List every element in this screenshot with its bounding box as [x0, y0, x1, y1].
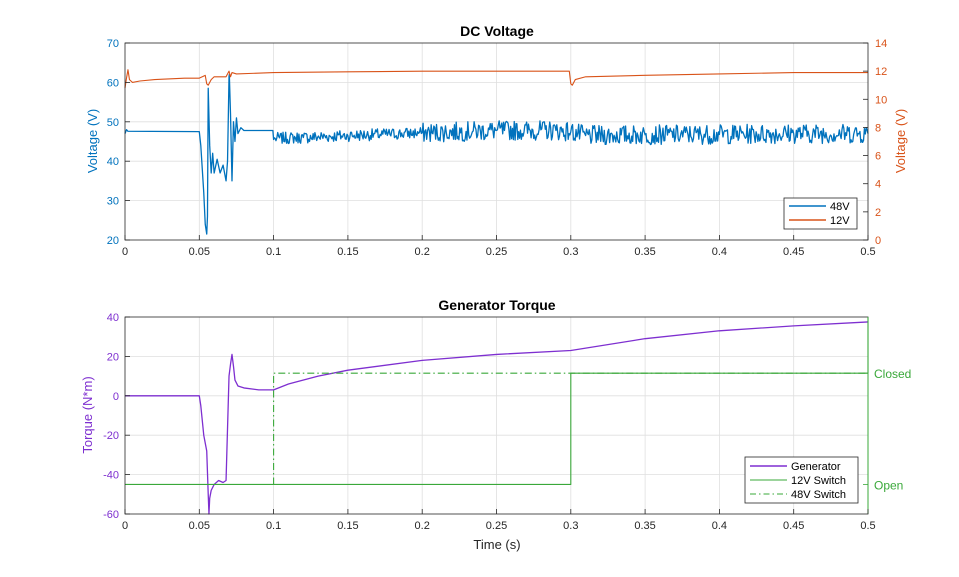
legend-label-48v-switch: 48V Switch [791, 489, 846, 501]
generator-torque-series-generator [125, 321, 869, 515]
dc-voltage-x-tick-label: 0.2 [415, 246, 430, 258]
dc-voltage-x-tick-label: 0.1 [266, 246, 281, 258]
generator-torque-series-48v-switch [273, 372, 868, 485]
dc-voltage-right-y-tick-label: 2 [875, 207, 881, 219]
dc-voltage-chart: 0 0.05 0.1 0.15 0.2 0.25 0.3 0.35 0.4 0.45 0.5 203… [85, 23, 908, 258]
generator-torque-right-y-tick-label: Closed [874, 367, 911, 381]
dc-voltage-left-y-tick-label: 30 [107, 196, 119, 208]
dc-voltage-x-tick-label: 0.05 [189, 246, 210, 258]
generator-torque-xlabel: Time (s) [473, 537, 520, 552]
dc-voltage-right-y-tick-label: 4 [875, 179, 881, 191]
dc-voltage-right-y-tick-label: 6 [875, 151, 881, 163]
generator-torque-title: Generator Torque [438, 297, 555, 313]
dc-voltage-right-y-tick-label: 10 [875, 94, 887, 106]
dc-voltage-left-y-tick-label: 20 [107, 235, 119, 247]
dc-voltage-x-tick-label: 0 [122, 246, 128, 258]
generator-torque-x-tick-label: 0.4 [712, 520, 727, 532]
legend-label-generator: Generator [791, 461, 841, 473]
legend-label-12v-switch: 12V Switch [791, 475, 846, 487]
dc-voltage-x-tick-label: 0.4 [712, 246, 727, 258]
dc-voltage-left-y-tick-label: 40 [107, 156, 119, 168]
dc-voltage-left-y-tick-label: 60 [107, 77, 119, 89]
dc-voltage-x-ticks: 0 0.05 0.1 0.15 0.2 0.25 0.3 0.35 0.4 0.45 0.5 [122, 235, 876, 258]
dc-voltage-legend: 48V 12V [783, 197, 858, 230]
generator-torque-x-tick-label: 0 [122, 520, 128, 532]
generator-torque-right-y-tick-label: Open [874, 478, 903, 492]
generator-torque-left-y-tick-label: -40 [103, 470, 119, 482]
dc-voltage-x-tick-label: 0.5 [860, 246, 875, 258]
generator-torque-left-y-tick-label: 0 [113, 391, 119, 403]
generator-torque-chart: 0 0.05 0.1 0.15 0.2 0.25 0.3 0.35 0.4 0.45 0.5 -60… [80, 297, 911, 552]
generator-torque-x-tick-label: 0.15 [337, 520, 358, 532]
dc-voltage-right-y-tick-label: 12 [875, 66, 887, 78]
generator-torque-x-tick-label: 0.1 [266, 520, 281, 532]
dc-voltage-x-tick-label: 0.3 [563, 246, 578, 258]
dc-voltage-right-y-tick-label: 14 [875, 38, 887, 50]
generator-torque-x-tick-label: 0.45 [783, 520, 804, 532]
generator-torque-x-tick-label: 0.5 [860, 520, 875, 532]
dc-voltage-right-y-ticks: 0 2 4 6 8 10 12 14 [863, 38, 887, 247]
dc-voltage-x-tick-label: 0.15 [337, 246, 358, 258]
legend-label-48v: 48V [830, 201, 850, 213]
generator-torque-x-tick-label: 0.05 [189, 520, 210, 532]
dc-voltage-left-y-ticks: 20 30 40 50 60 70 [107, 38, 130, 247]
generator-torque-left-y-tick-label: -20 [103, 430, 119, 442]
generator-torque-left-y-ticks: -60 -40 -20 0 20 40 [103, 312, 130, 521]
dc-voltage-left-y-tick-label: 50 [107, 117, 119, 129]
generator-torque-x-tick-label: 0.3 [563, 520, 578, 532]
dc-voltage-left-ylabel: Voltage (V) [85, 109, 100, 173]
generator-torque-x-tick-label: 0.25 [486, 520, 507, 532]
dc-voltage-left-y-tick-label: 70 [107, 38, 119, 50]
dc-voltage-legend-box [783, 197, 858, 230]
dc-voltage-x-tick-label: 0.45 [783, 246, 804, 258]
generator-torque-legend: Generator 12V Switch 48V Switch [744, 456, 859, 504]
generator-torque-right-y-ticks: Open Closed [863, 367, 911, 492]
generator-torque-x-tick-label: 0.35 [634, 520, 655, 532]
dc-voltage-right-ylabel: Voltage (V) [893, 109, 908, 173]
dc-voltage-series-12v [124, 69, 868, 89]
dc-voltage-title: DC Voltage [460, 23, 534, 39]
generator-torque-left-y-tick-label: 20 [107, 351, 119, 363]
dc-voltage-series [124, 69, 869, 235]
dc-voltage-series-48v [124, 73, 869, 235]
dc-voltage-grid [125, 43, 868, 240]
dc-voltage-right-y-tick-label: 0 [875, 235, 881, 247]
dc-voltage-x-tick-label: 0.25 [486, 246, 507, 258]
generator-torque-left-y-tick-label: 40 [107, 312, 119, 324]
generator-torque-x-ticks: 0 0.05 0.1 0.15 0.2 0.25 0.3 0.35 0.4 0.45 0.5 [122, 509, 876, 532]
generator-torque-x-tick-label: 0.2 [415, 520, 430, 532]
dc-voltage-right-y-tick-label: 8 [875, 122, 881, 134]
dc-voltage-x-tick-label: 0.35 [634, 246, 655, 258]
generator-torque-left-y-tick-label: -60 [103, 509, 119, 521]
legend-label-12v: 12V [830, 215, 850, 227]
generator-torque-left-ylabel: Torque (N*m) [80, 376, 95, 453]
